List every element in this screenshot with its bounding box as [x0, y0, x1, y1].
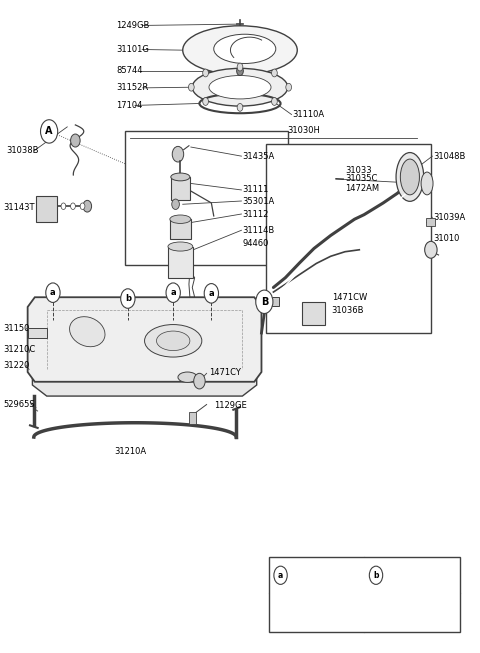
Circle shape [425, 242, 437, 258]
Circle shape [194, 374, 205, 389]
Text: 31030H: 31030H [288, 126, 321, 135]
Text: 31048B: 31048B [433, 151, 466, 161]
Text: 31114B: 31114B [242, 226, 275, 235]
Text: 1471CW: 1471CW [332, 293, 367, 302]
Text: 31110A: 31110A [292, 110, 324, 119]
Ellipse shape [70, 317, 105, 347]
Text: 31143T: 31143T [4, 203, 35, 212]
Circle shape [237, 63, 243, 71]
Bar [168, 247, 193, 278]
Text: b: b [373, 571, 379, 580]
Text: 31152R: 31152R [116, 84, 148, 92]
Text: A: A [46, 127, 53, 136]
Text: 31036B: 31036B [332, 306, 364, 315]
Circle shape [120, 289, 135, 308]
Circle shape [61, 203, 66, 210]
Text: 1472AM: 1472AM [345, 183, 379, 193]
Text: 31220: 31220 [4, 361, 30, 370]
Text: 31210C: 31210C [4, 345, 36, 354]
Ellipse shape [214, 34, 276, 63]
Circle shape [71, 134, 80, 147]
Text: a: a [50, 288, 56, 297]
Circle shape [172, 199, 180, 210]
Bar [189, 412, 196, 424]
Bar [269, 296, 279, 306]
Ellipse shape [400, 159, 420, 195]
Ellipse shape [156, 331, 190, 351]
Circle shape [237, 67, 243, 76]
Ellipse shape [396, 153, 424, 201]
Circle shape [256, 290, 273, 313]
Text: 31112: 31112 [242, 210, 269, 219]
Text: a: a [278, 571, 283, 580]
Bar [288, 600, 345, 626]
Circle shape [172, 146, 184, 162]
Circle shape [210, 214, 219, 226]
Text: 35301A: 35301A [242, 197, 275, 206]
Ellipse shape [192, 69, 288, 106]
Circle shape [166, 283, 180, 302]
Text: 31101C: 31101C [291, 571, 320, 580]
Text: 31435A: 31435A [242, 151, 275, 161]
Circle shape [272, 97, 277, 105]
Bar [269, 557, 459, 632]
Text: 31111: 31111 [242, 185, 269, 195]
Ellipse shape [183, 25, 297, 74]
Circle shape [274, 566, 287, 584]
Bar [266, 144, 431, 333]
Bar [171, 177, 190, 200]
Text: 17104: 17104 [116, 101, 142, 110]
Text: 31210A: 31210A [114, 447, 146, 456]
Polygon shape [28, 297, 262, 382]
Text: 31150: 31150 [4, 324, 30, 333]
Text: a: a [170, 288, 176, 297]
Bar [125, 131, 288, 264]
Text: 31101G: 31101G [116, 45, 149, 54]
Circle shape [272, 69, 277, 77]
Ellipse shape [170, 215, 191, 223]
Text: 31010: 31010 [433, 234, 460, 242]
Text: b: b [125, 294, 131, 303]
Text: 31033: 31033 [345, 166, 372, 175]
Circle shape [189, 84, 194, 91]
Bar [383, 600, 441, 626]
Text: 31101: 31101 [386, 571, 410, 580]
Ellipse shape [421, 172, 433, 195]
Ellipse shape [209, 76, 271, 99]
Ellipse shape [178, 372, 197, 383]
Text: 1249GB: 1249GB [116, 21, 149, 30]
Circle shape [83, 200, 92, 212]
Circle shape [237, 103, 243, 111]
Ellipse shape [144, 325, 202, 357]
Circle shape [204, 283, 218, 303]
Bar [302, 302, 325, 325]
Text: B: B [261, 297, 268, 307]
Ellipse shape [168, 242, 193, 251]
Circle shape [46, 283, 60, 302]
Text: 1471CY: 1471CY [209, 368, 241, 377]
Circle shape [40, 119, 58, 143]
Text: a: a [208, 289, 214, 298]
Bar [36, 197, 57, 223]
Text: 31039A: 31039A [433, 213, 466, 222]
Circle shape [286, 84, 291, 91]
Circle shape [203, 69, 208, 77]
Bar [170, 219, 191, 239]
Text: 94460: 94460 [242, 239, 269, 247]
Circle shape [369, 566, 383, 584]
Bar [426, 218, 435, 226]
Text: 52965S: 52965S [4, 400, 36, 409]
Ellipse shape [171, 173, 190, 181]
Text: 1129GE: 1129GE [214, 402, 247, 410]
Circle shape [203, 97, 208, 105]
Text: 31038B: 31038B [6, 146, 39, 155]
Bar [28, 328, 47, 338]
Polygon shape [33, 372, 257, 396]
Circle shape [71, 203, 75, 210]
Text: 31035C: 31035C [345, 174, 377, 183]
Text: 85744: 85744 [116, 67, 143, 76]
Circle shape [80, 203, 85, 210]
